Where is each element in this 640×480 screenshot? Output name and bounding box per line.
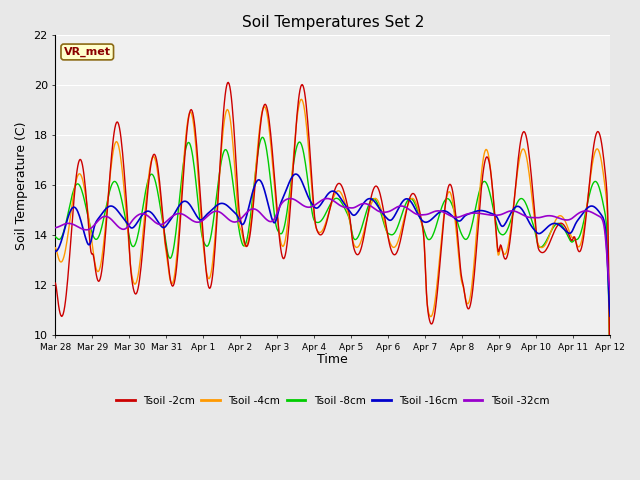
Y-axis label: Soil Temperature (C): Soil Temperature (C) xyxy=(15,121,28,250)
Title: Soil Temperatures Set 2: Soil Temperatures Set 2 xyxy=(241,15,424,30)
Text: VR_met: VR_met xyxy=(64,47,111,57)
Legend: Tsoil -2cm, Tsoil -4cm, Tsoil -8cm, Tsoil -16cm, Tsoil -32cm: Tsoil -2cm, Tsoil -4cm, Tsoil -8cm, Tsoi… xyxy=(112,392,554,410)
X-axis label: Time: Time xyxy=(317,353,348,366)
